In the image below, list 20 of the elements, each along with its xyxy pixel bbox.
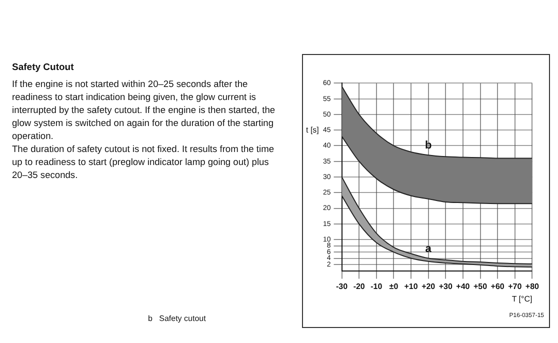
x-axis-title: T [°C] — [512, 294, 532, 304]
series-label: b — [424, 140, 432, 152]
series-label: a — [425, 242, 432, 255]
x-tick-label: +80 — [525, 282, 540, 291]
x-tick-label: +50 — [473, 282, 488, 291]
x-tick-label: +10 — [404, 282, 418, 291]
text: The duration of safety cutout is not fixed. It results from the time up to readiness to start (preglow indicator lamp going out) plus 20–35 seconds. — [12, 143, 275, 182]
text: b Safety cutout — [148, 314, 206, 323]
x-tick-label: ±0 — [389, 282, 399, 291]
x-tick-label: -30 — [336, 282, 348, 291]
x-tick-label: +30 — [438, 282, 453, 291]
y-axis-title: t [s] — [306, 125, 319, 134]
x-tick-label: +70 — [508, 282, 522, 291]
x-tick-label: +20 — [422, 282, 436, 291]
x-tick-label: +40 — [456, 282, 470, 291]
text: If the engine is not started within 20–25 seconds after the readiness to start indication being given, the glow current is interrupted by the safety cutout. If the engine is then started, the glow system is switched on again for the duration of the starting operation. — [12, 78, 276, 143]
text: Safety Cutout — [12, 62, 74, 73]
x-tick-label: +60 — [490, 282, 505, 291]
x-tick-label: -20 — [353, 282, 366, 291]
x-tick-label: -10 — [370, 282, 383, 291]
